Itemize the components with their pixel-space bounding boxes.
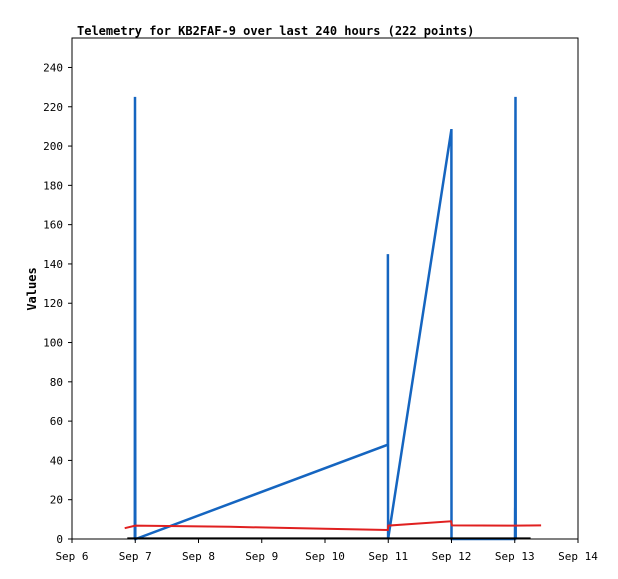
x-tick-label: Sep 7 [119, 550, 152, 563]
y-tick-label: 80 [50, 376, 63, 389]
y-tick-label: 20 [50, 494, 63, 507]
y-tick-label: 0 [56, 533, 63, 546]
x-tick-label: Sep 14 [558, 550, 598, 563]
y-tick-label: 200 [43, 140, 63, 153]
y-tick-label: 120 [43, 297, 63, 310]
y-tick-label: 40 [50, 454, 63, 467]
x-tick-label: Sep 8 [182, 550, 215, 563]
x-tick-label: Sep 11 [368, 550, 408, 563]
axis-layer: 0 20 40 60 80 100 120 140 160 180 200 220 240 Sep 6 Se… [43, 61, 598, 563]
y-tick-label: 60 [50, 415, 63, 428]
x-tick-label: Sep 13 [495, 550, 535, 563]
x-tick-label: Sep 10 [305, 550, 345, 563]
y-axis-label: Values [25, 267, 39, 310]
series-line-2 [124, 520, 542, 532]
y-tick-label: 100 [43, 337, 63, 350]
y-tick-label: 240 [43, 61, 63, 74]
y-tick-label: 140 [43, 258, 63, 271]
x-tick-label: Sep 9 [245, 550, 278, 563]
plot-area [71, 37, 579, 540]
y-tick-label: 220 [43, 101, 63, 114]
y-tick-label: 180 [43, 179, 63, 192]
chart-title: Telemetry for KB2FAF-9 over last 240 hou… [77, 24, 474, 38]
x-tick-label: Sep 6 [55, 550, 88, 563]
x-tick-label: Sep 12 [432, 550, 472, 563]
y-tick-label: 160 [43, 219, 63, 232]
